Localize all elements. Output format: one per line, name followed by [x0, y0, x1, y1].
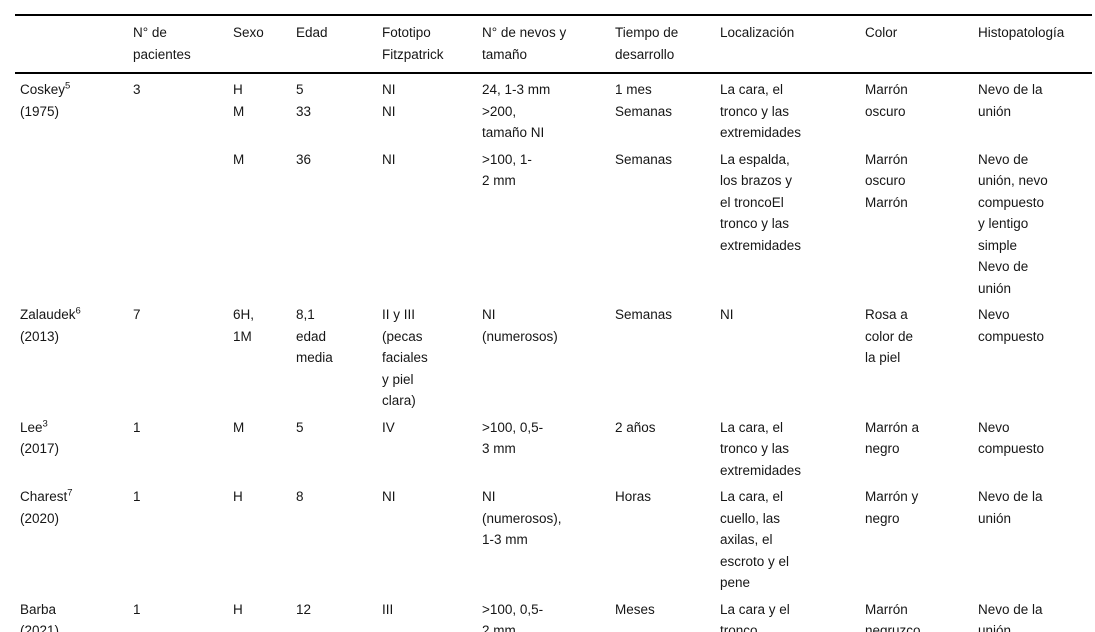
cell-tiempo: 2 años [615, 419, 656, 435]
cell-localizacion: La cara y el tronco [720, 601, 790, 632]
cell-color: Marrón oscuro Marrón [865, 151, 908, 210]
cell-sexo: H [233, 489, 243, 504]
author-year: (2017) [20, 441, 60, 456]
cell-sexo: 6H, 1M [233, 307, 255, 344]
author-year: (2021) [20, 623, 60, 632]
cell-author: Coskey5 (1975) [15, 73, 133, 144]
author-name: Zalaudek [20, 307, 76, 322]
author-name: Charest [20, 489, 68, 504]
cell-pacientes: 1 [133, 601, 141, 617]
cell-nevos: >100, 0,5- 2 mm [482, 601, 544, 632]
cell-nevos: 24, 1-3 mm >200, tamaño NI [482, 82, 551, 140]
column-header-pacientes: N° de pacientes [133, 15, 233, 74]
column-header-edad: Edad [296, 15, 382, 74]
author-year: (2013) [20, 328, 60, 344]
cell-color: Rosa a color de la piel [865, 307, 914, 365]
cell-author: Barba (2021) [15, 594, 133, 632]
table-row-coskey: Coskey5 (1975) 3 H M 5 33 NI NI 24, 1-3 m… [15, 73, 1092, 144]
cell-histopatologia: Nevo compuesto [978, 419, 1045, 457]
cell-sexo: H [233, 601, 243, 617]
cell-color: Marrón negruzco [865, 601, 921, 632]
cell-nevos: NI (numerosos), 1-3 mm [482, 489, 562, 547]
citation-ref: 5 [65, 80, 71, 92]
cell-sexo: M [233, 151, 245, 167]
cell-edad: 8,1 edad media [296, 307, 333, 365]
cell-localizacion: La cara, el tronco y las extremidades [720, 82, 802, 140]
cell-tiempo: Semanas [615, 307, 673, 322]
cell-edad: 5 [296, 419, 304, 435]
table-row-zalaudek: Zalaudek6 (2013) 7 6H, 1M 8,1 edad media … [15, 299, 1092, 412]
cell-localizacion: La cara, el cuello, las axilas, el escro… [720, 489, 790, 590]
cell-pacientes: 7 [133, 307, 141, 322]
author-name: Lee [20, 419, 43, 435]
column-header-tiempo: Tiempo de desarrollo [615, 15, 720, 74]
author-year: (2020) [20, 510, 60, 526]
cell-pacientes [133, 144, 233, 300]
cell-edad: 36 [296, 151, 312, 167]
cell-sexo: H M [233, 82, 245, 119]
column-header-localizacion: Localización [720, 15, 865, 74]
cell-edad: 12 [296, 601, 312, 617]
cell-color: Marrón a negro [865, 419, 920, 457]
cell-tiempo: Meses [615, 601, 655, 617]
cell-pacientes: 1 [133, 489, 141, 504]
cell-author: Charest7 (2020) [15, 481, 133, 594]
cell-histopatologia: Nevo de la unión [978, 601, 1043, 632]
cell-histopatologia: Nevo compuesto [978, 307, 1045, 344]
column-header-sexo: Sexo [233, 15, 296, 74]
cell-fototipo: NI NI [382, 82, 396, 119]
author-name: Barba [20, 601, 57, 617]
cell-fototipo: IV [382, 419, 395, 435]
cell-fototipo: III [382, 601, 394, 617]
cell-histopatologia: Nevo de la unión [978, 82, 1043, 119]
table-row-coskey-cont: M 36 NI >100, 1- 2 mm Semanas La espalda… [15, 144, 1092, 300]
table-header: N° de pacientes Sexo Edad Fototipo Fitzp… [15, 15, 1092, 74]
cell-histopatologia: Nevo de unión, nevo compuesto y lentigo … [978, 151, 1048, 296]
cell-tiempo: Semanas [615, 151, 673, 167]
header-row: N° de pacientes Sexo Edad Fototipo Fitzp… [15, 15, 1092, 74]
cell-edad: 5 33 [296, 82, 312, 119]
author-year: (1975) [20, 103, 60, 119]
cell-fototipo: NI [382, 489, 396, 504]
column-header-study [15, 15, 133, 74]
review-table: N° de pacientes Sexo Edad Fototipo Fitzp… [15, 14, 1092, 632]
cell-author [15, 144, 133, 300]
cell-fototipo: NI [382, 151, 396, 167]
cell-color: Marrón y negro [865, 489, 919, 526]
citation-ref: 7 [67, 487, 73, 499]
cell-author: Lee3 (2017) [15, 412, 133, 482]
cell-localizacion: La cara, el tronco y las extremidades [720, 419, 802, 478]
table-row-barba: Barba (2021) 1 H 12 III >100, 0,5- 2 mm M… [15, 594, 1092, 632]
cell-edad: 8 [296, 489, 304, 504]
column-header-nevos: N° de nevos y tamaño [482, 15, 615, 74]
cell-tiempo: 1 mes Semanas [615, 82, 673, 119]
cell-pacientes: 3 [133, 82, 141, 97]
column-header-color: Color [865, 15, 978, 74]
cell-localizacion: NI [720, 307, 734, 322]
cell-tiempo: Horas [615, 489, 652, 504]
cell-pacientes: 1 [133, 419, 141, 435]
cell-fototipo: II y III (pecas faciales y piel clara) [382, 307, 428, 408]
cell-histopatologia: Nevo de la unión [978, 489, 1043, 526]
cell-nevos: NI (numerosos) [482, 307, 558, 344]
column-header-histopatologia: Histopatología [978, 15, 1092, 74]
citation-ref: 6 [75, 305, 81, 317]
citation-ref: 3 [42, 418, 48, 429]
column-header-fototipo: Fototipo Fitzpatrick [382, 15, 482, 74]
cell-nevos: >100, 1- 2 mm [482, 151, 532, 189]
table-body: Coskey5 (1975) 3 H M 5 33 NI NI 24, 1-3 m… [15, 73, 1092, 632]
cell-nevos: >100, 0,5- 3 mm [482, 419, 544, 457]
cell-author: Zalaudek6 (2013) [15, 299, 133, 412]
cell-localizacion: La espalda, los brazos y el troncoEl tro… [720, 151, 802, 253]
cell-color: Marrón oscuro [865, 82, 908, 119]
cell-sexo: M [233, 419, 245, 435]
author-name: Coskey [20, 82, 66, 97]
table-row-lee: Lee3 (2017) 1 M 5 IV >100, 0,5- 3 mm 2 añ… [15, 412, 1092, 482]
table-row-charest: Charest7 (2020) 1 H 8 NI NI (numerosos), … [15, 481, 1092, 594]
